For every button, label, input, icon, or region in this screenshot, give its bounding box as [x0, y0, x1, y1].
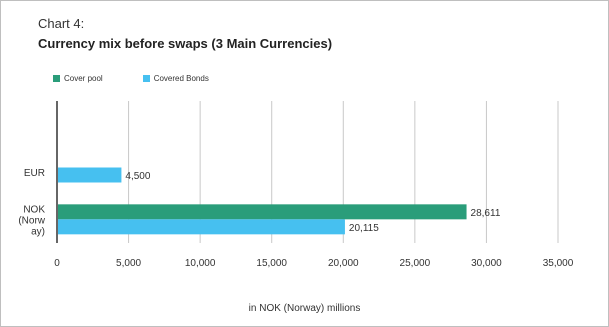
x-tick-label: 10,000 — [185, 258, 216, 269]
legend-label-covered-bonds: Covered Bonds — [153, 74, 209, 83]
x-axis-label: in NOK (Norway) millions — [248, 303, 361, 314]
legend-label-cover-pool: Cover pool — [64, 74, 103, 83]
data-label: 28,611 — [471, 208, 501, 219]
y-category-label: ay) — [31, 226, 45, 237]
bar-covered-bonds — [58, 167, 122, 183]
y-category-label: NOK — [23, 204, 45, 215]
legend-swatch-cover-pool — [53, 75, 60, 82]
bar-covered-bonds — [58, 219, 345, 235]
x-tick-label: 30,000 — [471, 258, 502, 269]
legend-swatch-covered-bonds — [142, 75, 150, 82]
legend: Cover pool Covered Bonds — [53, 74, 249, 83]
x-tick-label: 35,000 — [543, 258, 574, 269]
chart-number: Chart 4: — [38, 16, 85, 31]
y-category-label: (Norw — [18, 215, 45, 226]
data-label: 20,115 — [349, 223, 379, 234]
legend-item-cover-pool: Cover pool — [53, 74, 103, 83]
x-tick-label: 0 — [54, 258, 60, 269]
x-tick-label: 5,000 — [116, 258, 141, 269]
data-label: 4,500 — [125, 171, 150, 182]
chart-title: Currency mix before swaps (3 Main Curren… — [38, 36, 333, 51]
y-category-label: EUR — [24, 168, 45, 179]
x-tick-label: 20,000 — [328, 258, 359, 269]
bar-cover-pool — [58, 204, 467, 220]
x-tick-label: 25,000 — [400, 258, 431, 269]
x-tick-label: 15,000 — [256, 258, 287, 269]
legend-item-covered-bonds: Covered Bonds — [142, 74, 209, 83]
